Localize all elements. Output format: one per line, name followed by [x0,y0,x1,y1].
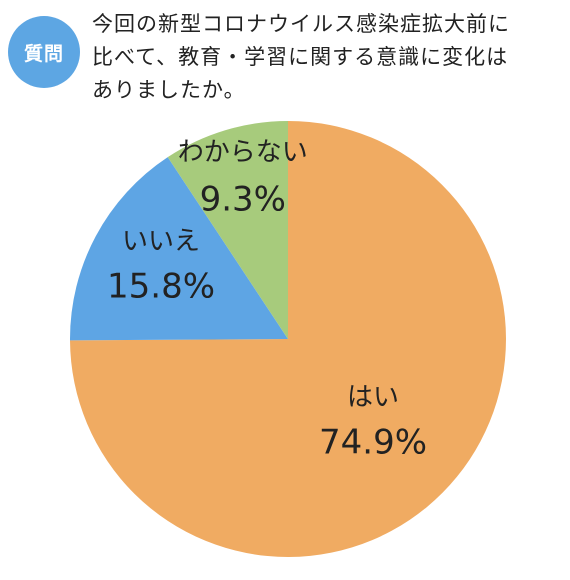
question-line-2: 比べて、教育・学習に関する意識に変化は [92,45,509,69]
question-badge-label: 質問 [23,42,64,65]
slice-label-wakaranai: わからない [178,138,308,168]
pie-slice-hai [70,121,506,557]
question-text: 今回の新型コロナウイルス感染症拡大前に 比べて、教育・学習に関する意識に変化は … [92,8,552,107]
pie-slice-wakaranai [167,121,288,339]
question-line-1: 今回の新型コロナウイルス感染症拡大前に [92,12,510,36]
pie-slice-iie [70,157,288,341]
slice-label-hai: はい [347,383,399,413]
slice-label-iie: いいえ [122,226,200,256]
question-badge: 質問 [8,16,80,88]
slice-value-wakaranai: 9.3% [200,180,286,220]
slice-value-hai: 74.9% [319,423,427,463]
slice-value-iie: 15.8% [107,266,215,306]
question-line-3: ありましたか。 [92,78,246,102]
